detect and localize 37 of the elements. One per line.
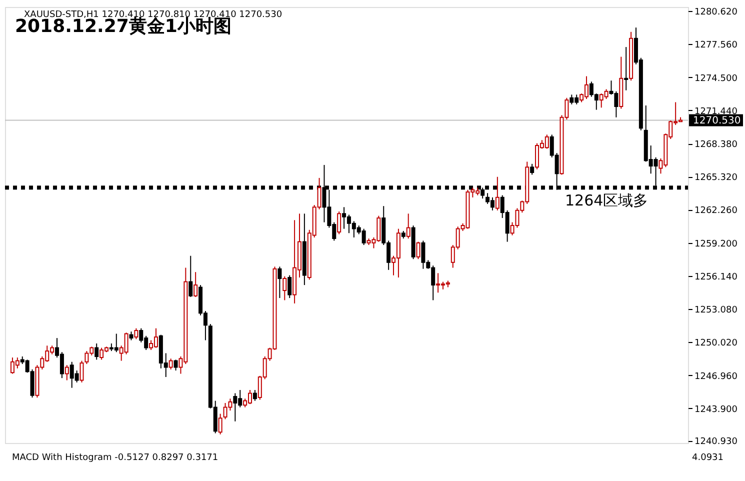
y-tick-label: 1262.260 (694, 206, 738, 216)
candlestick (282, 276, 287, 301)
text: 4.0931 (692, 453, 724, 463)
candlestick (218, 413, 222, 435)
y-tick-label: 1277.560 (694, 40, 738, 51)
ref-line-label: 1270.530 (693, 115, 741, 126)
candlestick (174, 359, 178, 372)
candlestick (168, 358, 173, 370)
candlestick (94, 342, 99, 360)
text: MACD With Histogram -0.5127 0.8297 0.3171 (12, 453, 218, 463)
y-tick-label: 1253.080 (694, 306, 738, 316)
candlestick (252, 389, 257, 402)
y-tick-label: 1256.140 (694, 272, 738, 282)
y-tick-label: 1265.320 (694, 173, 738, 184)
y-tick-label: 1274.500 (694, 74, 738, 84)
candlestick (288, 274, 292, 299)
candlestick (134, 328, 138, 340)
candlestick (337, 210, 342, 235)
candlestick (64, 364, 69, 381)
y-tick-label: 1240.930 (694, 437, 738, 448)
y-tick-label: 1259.200 (694, 239, 738, 250)
candlestick (194, 272, 198, 298)
y-tick-label: 1246.960 (694, 372, 738, 382)
y-tick-label: 1243.900 (694, 404, 738, 415)
y-tick-label: 1271.440 (694, 106, 738, 117)
candlestick (530, 163, 534, 176)
y-tick-label: 1250.020 (694, 338, 738, 349)
candlestick (416, 241, 420, 260)
candlestick (406, 213, 410, 240)
candlestick (80, 360, 84, 383)
y-tick-label: 1280.620 (694, 8, 738, 18)
candlestick (624, 46, 628, 91)
candlestick (495, 176, 500, 211)
ref-line-label: 1264区域多 (565, 192, 648, 210)
y-tick-label: 1268.380 (694, 140, 738, 150)
candlestick (278, 266, 282, 299)
candlestick (188, 255, 193, 298)
